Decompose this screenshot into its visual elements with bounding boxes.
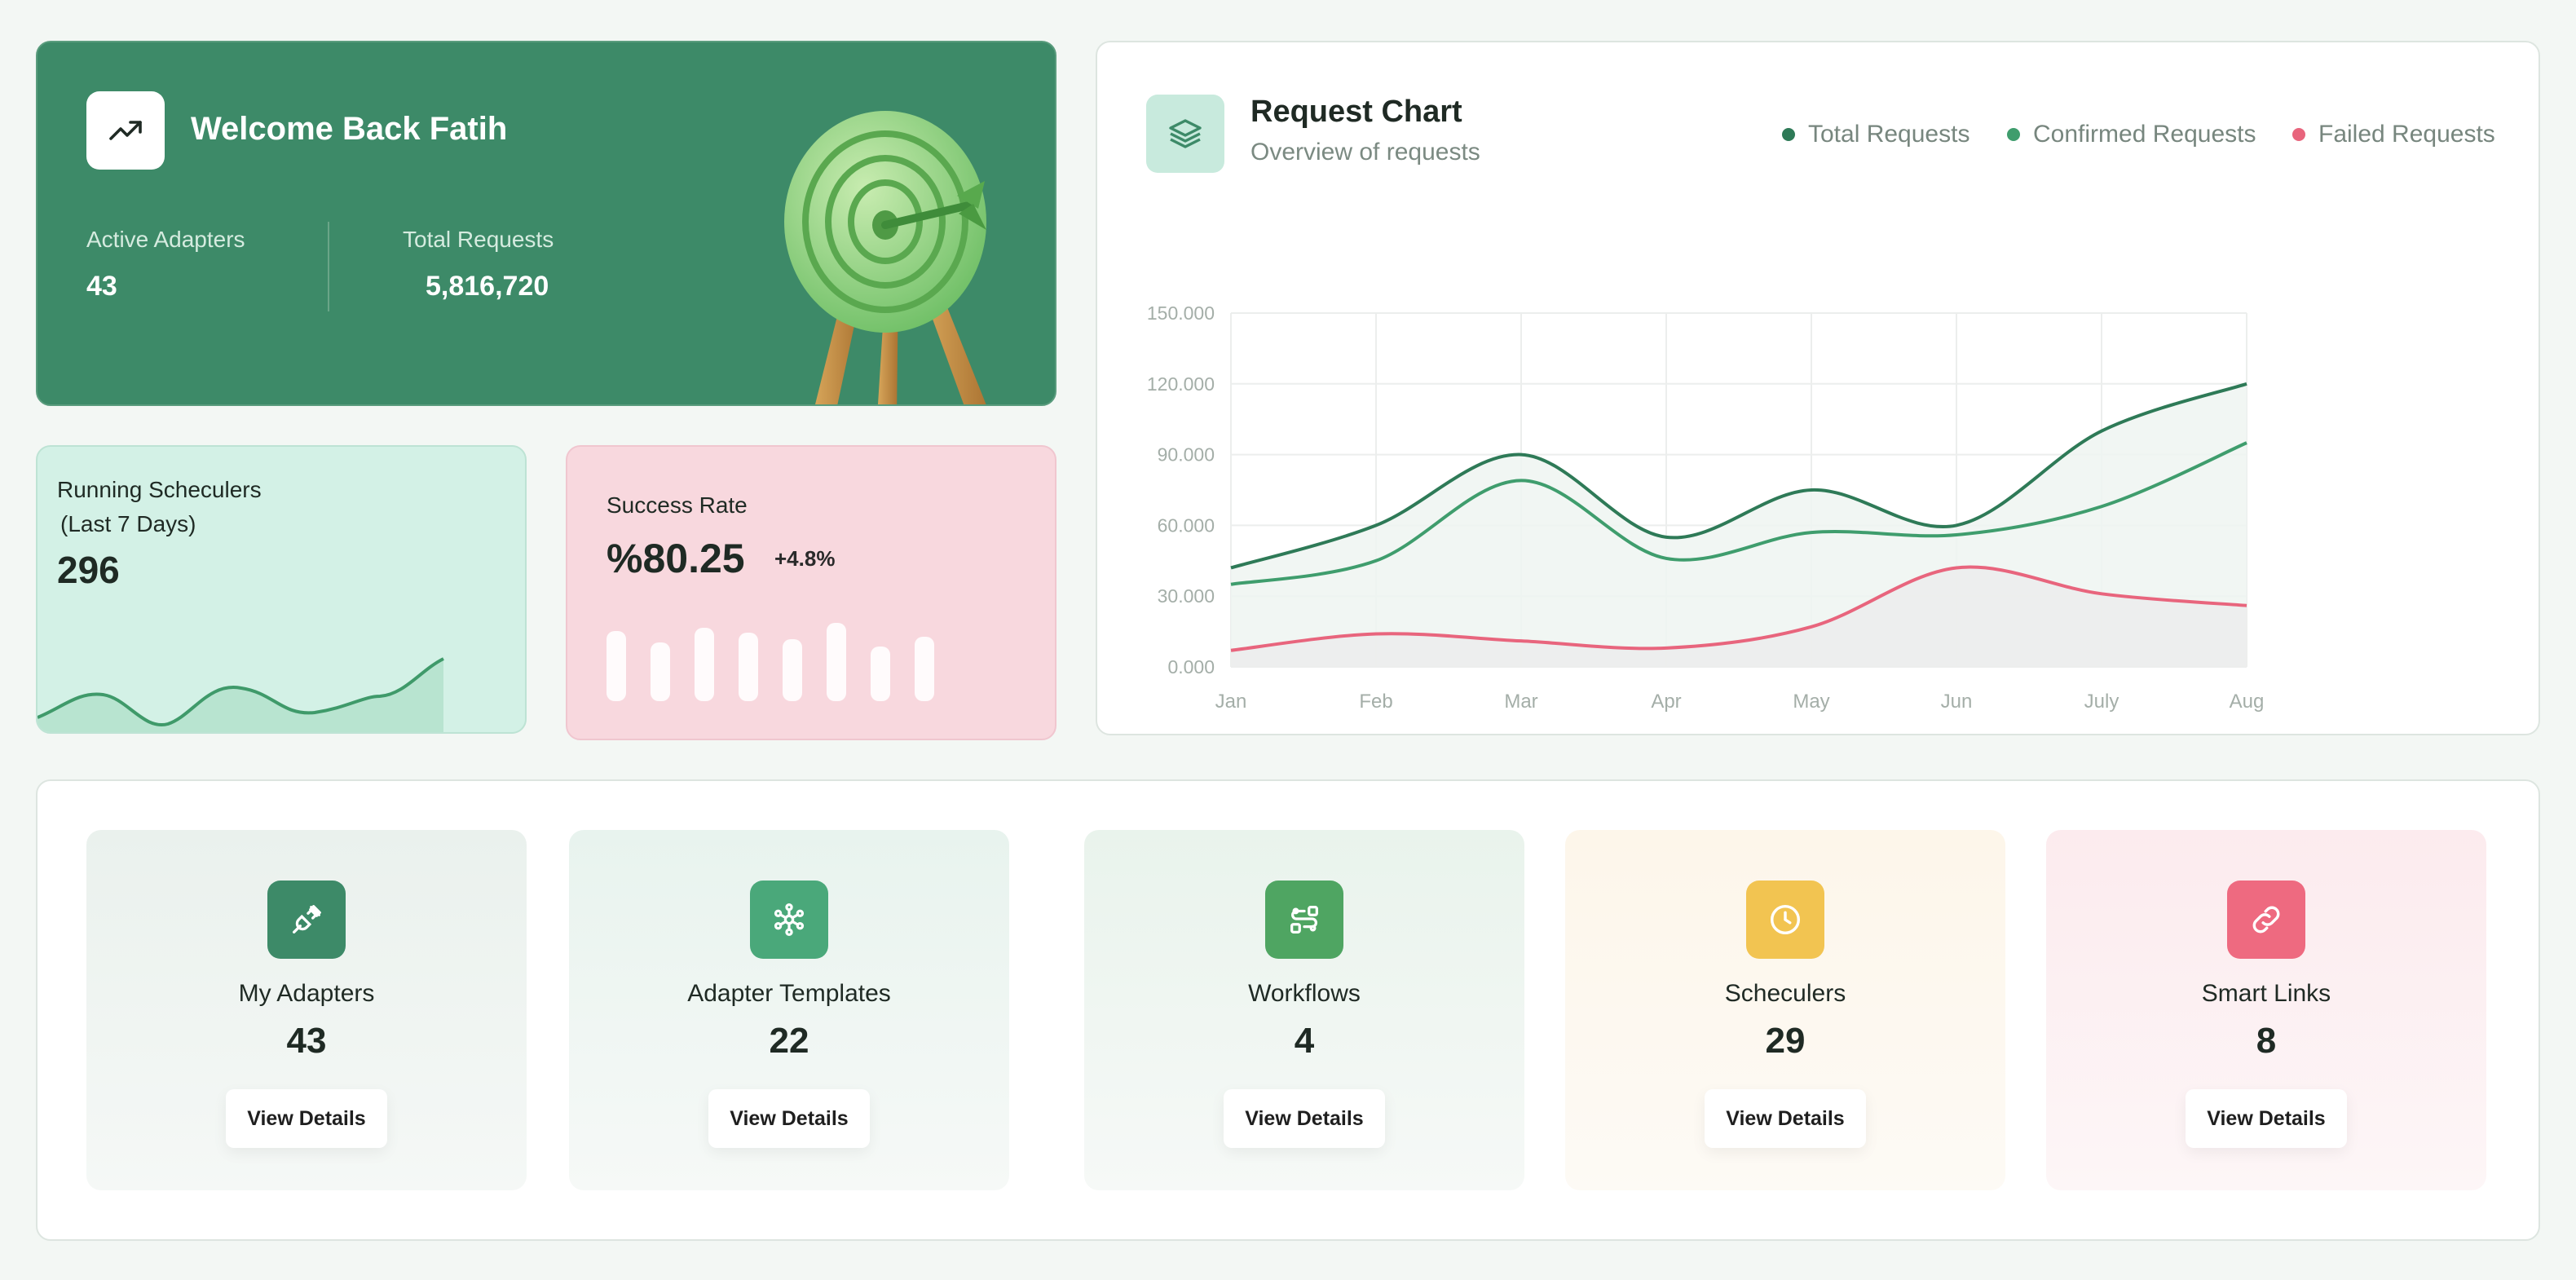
- series-line: [1230, 382, 2247, 570]
- tile-count: 8: [2256, 1021, 2277, 1061]
- success-rate-value: %80.25: [607, 536, 745, 581]
- welcome-card: Welcome Back Fatih Active Adapters 43 To…: [36, 41, 1056, 406]
- x-tick-label: Apr: [1651, 691, 1681, 713]
- legend-label: Confirmed Requests: [2033, 121, 2256, 148]
- view-details-button[interactable]: View Details: [2186, 1089, 2347, 1148]
- view-details-button[interactable]: View Details: [1224, 1089, 1385, 1148]
- legend-failed-requests[interactable]: Failed Requests: [2292, 121, 2495, 148]
- x-tick-label: Aug: [2230, 691, 2265, 713]
- running-schedulers-title-line1: Running Scheculers: [57, 477, 262, 502]
- network-icon: [750, 881, 828, 959]
- success-rate-bar: [651, 642, 670, 701]
- running-schedulers-value: 296: [57, 549, 120, 591]
- x-tick-label: Feb: [1359, 691, 1392, 713]
- workflow-icon: [1265, 881, 1343, 959]
- tile-smart-links: Smart Links 8 View Details: [2046, 830, 2486, 1190]
- request-line-chart: 0.000 30.000 60.000 90.000 120.000 150.000 Jan…: [1147, 302, 2265, 713]
- tile-adapter-templates: Adapter Templates 22 View Details: [569, 830, 1009, 1190]
- legend-dot: [1782, 128, 1795, 141]
- active-adapters-value: 43: [86, 271, 117, 302]
- legend-confirmed-requests[interactable]: Confirmed Requests: [2007, 121, 2256, 148]
- link-icon: [2227, 881, 2305, 959]
- request-chart-title: Request Chart: [1251, 95, 1462, 129]
- running-schedulers-title-line2: (Last 7 Days): [60, 511, 196, 536]
- success-rate-card: Success Rate %80.25 +4.8%: [566, 445, 1056, 740]
- trending-up-icon: [86, 91, 165, 170]
- legend-dot: [2292, 128, 2305, 141]
- success-rate-bar: [827, 623, 846, 701]
- tile-scheculers: Scheculers 29 View Details: [1565, 830, 2005, 1190]
- success-rate-bar: [695, 628, 714, 701]
- y-tick-label: 120.000: [1147, 373, 1215, 395]
- view-details-button[interactable]: View Details: [708, 1089, 870, 1148]
- stat-divider: [328, 222, 329, 311]
- tile-label: Adapter Templates: [687, 980, 891, 1007]
- success-rate-title: Success Rate: [607, 492, 748, 518]
- clock-icon: [1746, 881, 1824, 959]
- success-rate-bar: [915, 637, 934, 701]
- y-tick-label: 0.000: [1167, 656, 1215, 678]
- plug-icon: [267, 881, 346, 959]
- x-tick-label: Jan: [1215, 691, 1247, 713]
- request-chart-card: Request Chart Overview of requests Total…: [1096, 41, 2540, 735]
- layers-icon: [1146, 95, 1224, 173]
- legend-total-requests[interactable]: Total Requests: [1782, 121, 1969, 148]
- series-line: [1230, 441, 2247, 586]
- x-tick-label: July: [2084, 691, 2119, 713]
- tile-workflows: Workflows 4 View Details: [1084, 830, 1524, 1190]
- y-tick-label: 90.000: [1158, 444, 1215, 466]
- success-rate-delta: +4.8%: [774, 546, 836, 571]
- tile-label: Scheculers: [1724, 980, 1846, 1007]
- legend-label: Total Requests: [1808, 121, 1970, 148]
- view-details-button[interactable]: View Details: [226, 1089, 387, 1148]
- success-rate-bar: [783, 639, 802, 701]
- y-tick-label: 60.000: [1158, 514, 1215, 536]
- tile-label: Smart Links: [2201, 980, 2331, 1007]
- tile-label: Workflows: [1248, 980, 1361, 1007]
- schedulers-sparkline: [37, 657, 444, 732]
- running-schedulers-title: Running Scheculers (Last 7 Days): [57, 473, 383, 541]
- x-tick-label: May: [1793, 691, 1829, 713]
- x-tick-label: Mar: [1504, 691, 1537, 713]
- success-rate-bar: [739, 633, 758, 701]
- request-chart-subtitle: Overview of requests: [1251, 139, 1480, 166]
- x-tick-label: Jun: [1941, 691, 1973, 713]
- welcome-title: Welcome Back Fatih: [191, 111, 508, 147]
- y-tick-label: 30.000: [1158, 585, 1215, 607]
- view-details-button[interactable]: View Details: [1705, 1089, 1866, 1148]
- active-adapters-label: Active Adapters: [86, 227, 245, 252]
- tile-count: 43: [286, 1021, 327, 1061]
- tile-count: 4: [1294, 1021, 1315, 1061]
- legend-label: Failed Requests: [2318, 121, 2495, 148]
- success-rate-bar: [871, 647, 890, 701]
- running-schedulers-card: Running Scheculers (Last 7 Days) 296: [36, 445, 527, 734]
- success-rate-bar: [607, 631, 626, 701]
- series-line: [1230, 565, 2247, 652]
- tile-count: 22: [769, 1021, 809, 1061]
- total-requests-value: 5,816,720: [426, 271, 549, 302]
- target-illustration: [784, 111, 986, 404]
- tile-count: 29: [1765, 1021, 1806, 1061]
- total-requests-label: Total Requests: [403, 227, 554, 252]
- tile-my-adapters: My Adapters 43 View Details: [86, 830, 527, 1190]
- summary-panel: My Adapters 43 View Details Adapter Temp…: [36, 779, 2540, 1241]
- series-area: [1231, 567, 2247, 667]
- y-tick-label: 150.000: [1147, 302, 1215, 324]
- legend-dot: [2007, 128, 2020, 141]
- tile-label: My Adapters: [238, 980, 375, 1007]
